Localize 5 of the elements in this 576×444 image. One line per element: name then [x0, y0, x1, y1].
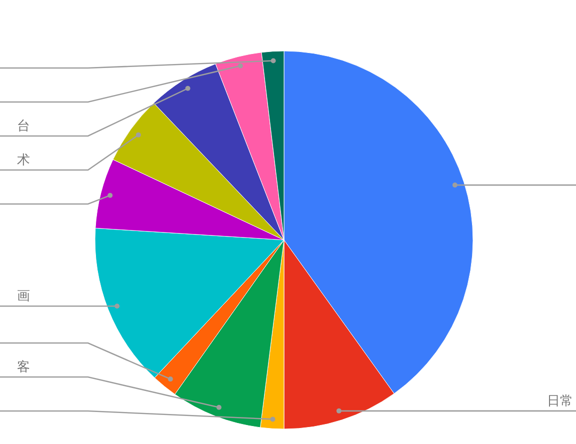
- slice-label: 客: [17, 359, 30, 375]
- slice-label: 日常: [547, 394, 573, 409]
- slice-label: 台: [17, 119, 30, 134]
- slice-label: 画: [17, 289, 30, 304]
- slice-label: 术: [17, 153, 30, 168]
